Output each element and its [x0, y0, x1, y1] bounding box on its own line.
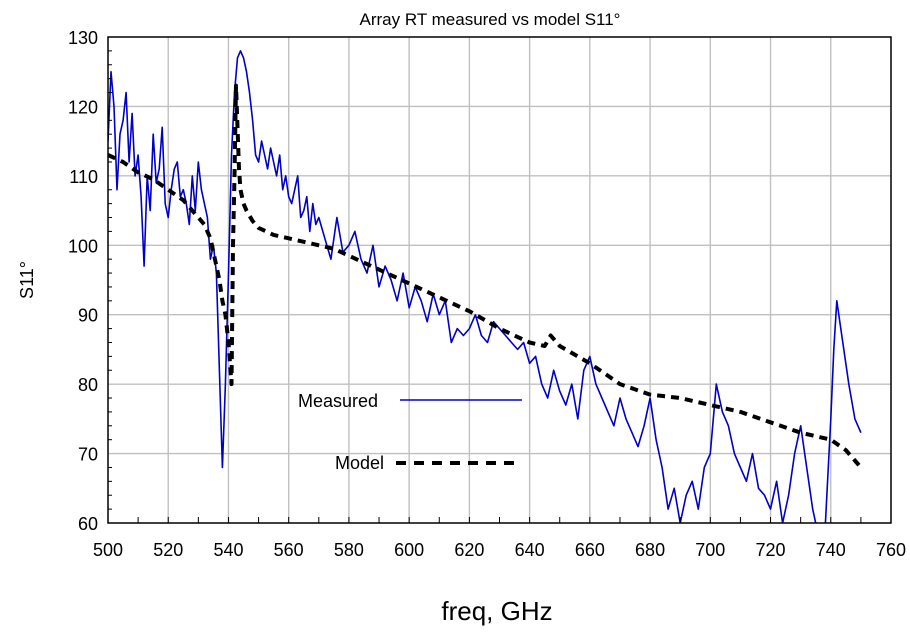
- y-tick-label: 90: [78, 306, 98, 326]
- x-tick-label: 760: [876, 540, 906, 560]
- series-layer: [108, 50, 863, 523]
- chart-title: Array RT measured vs model S11°: [360, 10, 621, 29]
- x-tick-label: 580: [334, 540, 364, 560]
- y-axis-label: S11°: [17, 261, 37, 299]
- legend-label-model: Model: [335, 453, 384, 473]
- x-tick-label: 560: [274, 540, 304, 560]
- legend-label-measured: Measured: [298, 391, 378, 411]
- y-tick-label: 60: [78, 514, 98, 534]
- y-tick-label: 80: [78, 375, 98, 395]
- x-tick-label: 540: [213, 540, 243, 560]
- x-tick-label: 660: [575, 540, 605, 560]
- plot-frame: [107, 36, 892, 524]
- x-tick-label: 640: [515, 540, 545, 560]
- legend: Measured Model: [298, 391, 522, 473]
- x-tick-label: 740: [816, 540, 846, 560]
- x-tick-label: 500: [93, 540, 123, 560]
- grid: [108, 37, 891, 523]
- x-tick-label: 680: [635, 540, 665, 560]
- x-axis-label: freq, GHz: [441, 596, 552, 626]
- y-tick-label: 110: [69, 167, 98, 187]
- x-tick-label: 620: [454, 540, 484, 560]
- y-tick-label: 100: [68, 236, 98, 256]
- series-line-measured: [108, 50, 862, 523]
- x-tick-label: 720: [756, 540, 786, 560]
- y-tick-label: 70: [78, 445, 98, 465]
- x-tick-label: 520: [153, 540, 183, 560]
- x-tick-label: 600: [394, 540, 424, 560]
- axis-ticks: 500 520 540 560 580 600 620 640 660 680 700 720 740 7…: [68, 28, 906, 560]
- y-tick-label: 120: [68, 97, 98, 117]
- x-tick-label: 700: [695, 540, 725, 560]
- y-tick-label: 130: [68, 28, 98, 48]
